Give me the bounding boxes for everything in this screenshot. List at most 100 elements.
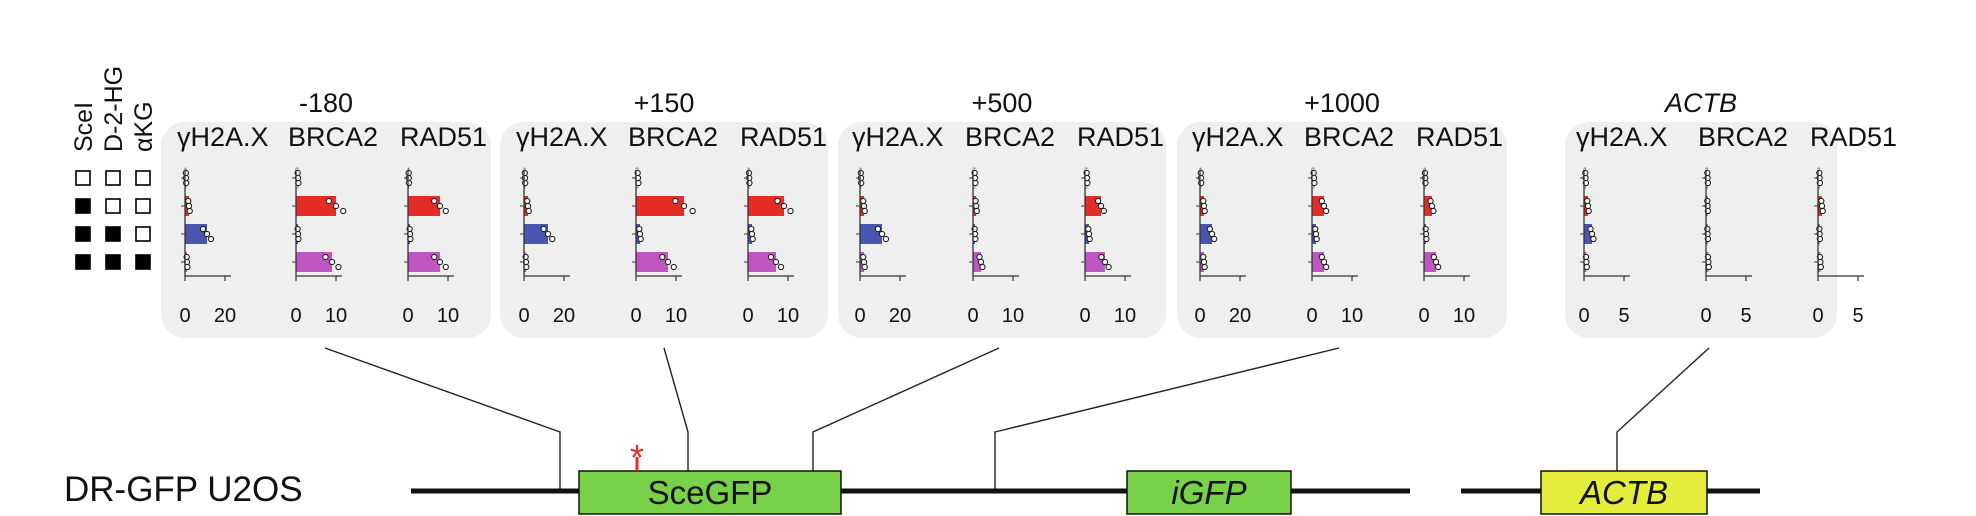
data-point bbox=[749, 235, 756, 243]
x-tick-label: 0 bbox=[1079, 305, 1090, 327]
x-tick-label: 20 bbox=[889, 305, 911, 327]
data-point bbox=[1318, 197, 1325, 205]
x-tick-label: 10 bbox=[1341, 305, 1363, 327]
data-point bbox=[767, 253, 775, 261]
x-tick-label: 0 bbox=[742, 305, 753, 327]
data-point bbox=[1432, 258, 1440, 266]
connector-lines bbox=[324, 347, 1710, 491]
panel-title: +500 bbox=[972, 88, 1033, 118]
data-point bbox=[1588, 230, 1596, 238]
data-point bbox=[1819, 207, 1826, 215]
data-point bbox=[1094, 197, 1102, 205]
subplot-3: RAD51 0 5 bbox=[1810, 122, 1897, 327]
data-point bbox=[860, 253, 867, 261]
chip-panels: -180 γH2A.X 0 20 BRCA2 0 10 RAD51 0 10 +150 γH2A.X 0… bbox=[161, 88, 1897, 338]
data-point bbox=[787, 207, 794, 215]
data-point bbox=[1587, 225, 1594, 233]
data-point bbox=[1584, 197, 1591, 205]
x-tick-label: 0 bbox=[518, 305, 529, 327]
x-tick-label: 0 bbox=[1812, 305, 1823, 327]
data-point bbox=[1105, 263, 1112, 271]
data-point bbox=[1200, 258, 1208, 266]
subplot-3: RAD51 0 10 bbox=[1416, 122, 1503, 327]
data-point bbox=[1200, 197, 1207, 205]
data-point bbox=[325, 197, 332, 205]
data-point bbox=[1313, 235, 1320, 243]
series-label: RAD51 bbox=[740, 122, 827, 152]
x-tick-label: 20 bbox=[214, 305, 236, 327]
legend-label-3: αKG bbox=[130, 101, 158, 152]
x-tick-label: 0 bbox=[1418, 305, 1429, 327]
subplot-1: γH2A.X 0 20 bbox=[1192, 122, 1284, 327]
series-label: BRCA2 bbox=[288, 122, 378, 152]
x-tick-label: 0 bbox=[402, 305, 413, 327]
data-point bbox=[1201, 207, 1208, 215]
data-point bbox=[1312, 225, 1319, 233]
x-tick-label: 5 bbox=[1740, 305, 1751, 327]
data-point bbox=[1211, 235, 1218, 243]
x-tick-label: 20 bbox=[1229, 305, 1251, 327]
x-tick-label: 10 bbox=[1453, 305, 1475, 327]
bar bbox=[636, 196, 684, 216]
data-point bbox=[207, 235, 215, 243]
connector-line-5 bbox=[1616, 347, 1710, 471]
data-point bbox=[340, 207, 347, 215]
legend-box-r4-c1 bbox=[75, 254, 91, 270]
bar bbox=[1584, 224, 1592, 244]
data-point bbox=[442, 207, 449, 215]
data-point bbox=[185, 197, 192, 205]
locus-diagram: DR-GFP U2OS SceGFP iGFP ACTB * bbox=[64, 437, 1760, 515]
data-point bbox=[1323, 207, 1330, 215]
data-point bbox=[1421, 169, 1429, 177]
series-label: RAD51 bbox=[1810, 122, 1897, 152]
x-tick-label: 5 bbox=[1618, 305, 1629, 327]
data-point bbox=[1085, 230, 1093, 238]
subplot-2: BRCA2 0 5 bbox=[1698, 122, 1788, 327]
connector-line-1 bbox=[324, 347, 561, 491]
data-point bbox=[549, 235, 556, 243]
x-tick-label: 10 bbox=[665, 305, 687, 327]
data-point bbox=[1323, 263, 1330, 271]
data-point bbox=[745, 169, 753, 177]
data-point bbox=[1430, 207, 1437, 215]
data-point bbox=[1318, 253, 1325, 261]
data-point bbox=[1208, 230, 1216, 238]
data-point bbox=[1097, 202, 1105, 210]
data-point bbox=[680, 202, 688, 210]
data-point bbox=[405, 169, 412, 177]
x-tick-label: 0 bbox=[967, 305, 978, 327]
series-label: γH2A.X bbox=[177, 122, 269, 152]
data-point bbox=[322, 253, 329, 261]
x-tick-label: 5 bbox=[1852, 305, 1863, 327]
data-point bbox=[1320, 202, 1328, 210]
data-point bbox=[882, 235, 890, 243]
data-point bbox=[186, 207, 193, 215]
data-point bbox=[672, 197, 679, 205]
x-tick-label: 0 bbox=[630, 305, 641, 327]
series-label: γH2A.X bbox=[1192, 122, 1284, 152]
data-point bbox=[431, 253, 438, 261]
legend-box-r4-c2 bbox=[105, 254, 121, 270]
panel-bg bbox=[1565, 122, 1837, 338]
subplot-3: RAD51 0 10 bbox=[400, 122, 487, 327]
x-tick-label: 0 bbox=[1700, 305, 1711, 327]
data-point bbox=[540, 225, 547, 233]
data-point bbox=[977, 258, 985, 266]
data-point bbox=[777, 263, 785, 271]
series-label: γH2A.X bbox=[852, 122, 944, 152]
data-point bbox=[524, 202, 532, 210]
data-point bbox=[664, 258, 672, 266]
data-point bbox=[521, 169, 528, 177]
gene-box-scegfp bbox=[578, 470, 842, 515]
data-point bbox=[860, 258, 868, 266]
x-tick-label: 10 bbox=[325, 305, 347, 327]
subplot-1: γH2A.X 0 20 bbox=[852, 122, 944, 327]
series-label: BRCA2 bbox=[1304, 122, 1394, 152]
data-point bbox=[689, 207, 696, 215]
series-label: RAD51 bbox=[400, 122, 487, 152]
panel-title: +150 bbox=[634, 88, 695, 118]
bar bbox=[973, 252, 981, 272]
data-point bbox=[335, 263, 342, 271]
data-point bbox=[182, 169, 189, 177]
connector-line-3 bbox=[812, 347, 1000, 471]
